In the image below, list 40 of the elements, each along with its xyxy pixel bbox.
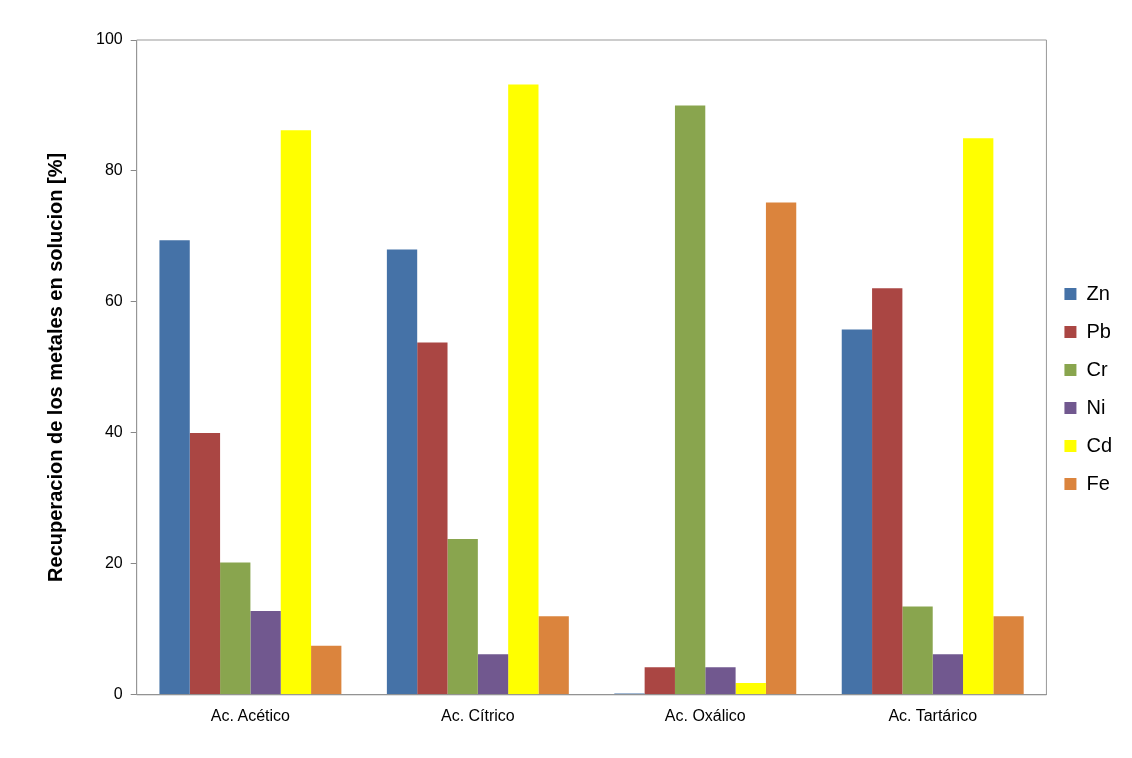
- bar: [250, 610, 281, 695]
- legend-label: Zn: [1086, 281, 1110, 304]
- bar: [508, 84, 539, 695]
- x-tick-label: Ac. Oxálico: [664, 706, 746, 724]
- bar: [644, 667, 675, 695]
- y-tick-label: 80: [104, 161, 123, 179]
- bar: [159, 240, 190, 695]
- bar: [932, 654, 964, 695]
- legend-label: Cr: [1086, 357, 1108, 380]
- legend-label: Cd: [1086, 433, 1113, 456]
- x-tick-label: Ac. Cítrico: [440, 706, 515, 724]
- y-tick-label: 20: [104, 554, 123, 572]
- legend-label: Ni: [1086, 395, 1106, 418]
- bar: [189, 432, 221, 695]
- legend-label: Pb: [1086, 319, 1111, 342]
- bar: [220, 562, 251, 695]
- x-tick-label: Ac. Tartárico: [888, 706, 978, 724]
- x-tick-label: Ac. Acético: [210, 706, 291, 724]
- y-tick-label: 60: [104, 292, 123, 310]
- bar: [417, 342, 448, 695]
- bar: [538, 616, 569, 695]
- legend-label: Fe: [1086, 471, 1110, 494]
- bar: [447, 538, 478, 695]
- y-tick-label: 40: [104, 423, 123, 441]
- y-axis-title: Recuperacion de los metales en solucion [%]: [43, 152, 66, 582]
- bar: [963, 138, 994, 695]
- bar: [311, 645, 342, 695]
- y-tick-label: 100: [95, 30, 123, 48]
- bar: [477, 654, 509, 695]
- bar: [674, 105, 706, 695]
- bar: [735, 683, 766, 695]
- bar: [765, 202, 797, 695]
- bar: [872, 288, 903, 695]
- bar: [280, 130, 312, 695]
- bar: [902, 606, 933, 695]
- bar: [993, 616, 1024, 695]
- bar: [841, 329, 873, 695]
- bar: [386, 249, 418, 695]
- bar: [705, 667, 736, 695]
- y-tick-label: 0: [113, 685, 123, 703]
